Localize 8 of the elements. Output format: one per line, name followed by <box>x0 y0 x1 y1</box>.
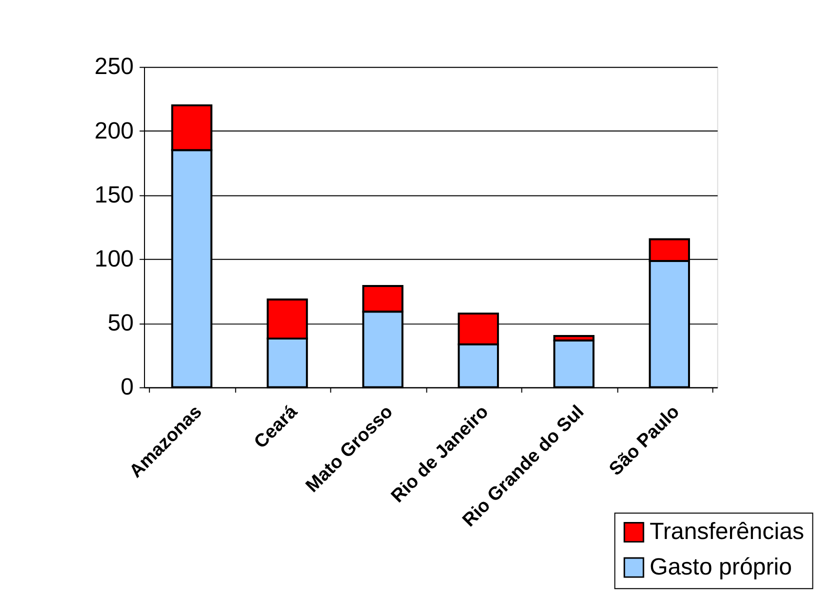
legend-label: Gasto próprio <box>650 553 792 580</box>
y-tick-label: 250 <box>94 53 134 80</box>
y-tick-label: 50 <box>108 310 134 336</box>
y-tick-label: 0 <box>120 374 134 400</box>
y-tick-label: 100 <box>94 245 134 272</box>
y-tick-label: 200 <box>94 117 134 144</box>
y-tick-label: 150 <box>94 181 134 208</box>
legend-label: Transferências <box>650 518 804 544</box>
